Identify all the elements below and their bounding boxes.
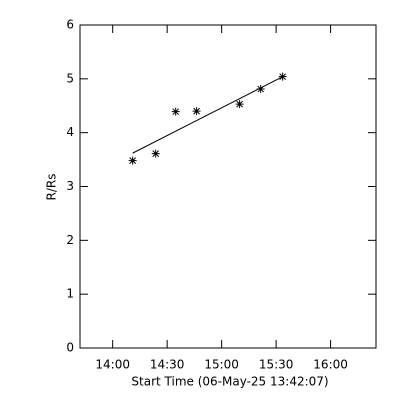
- x-tick-label: 14:30: [150, 358, 185, 372]
- asterisk-point: [192, 107, 201, 116]
- y-tick-label: 6: [66, 18, 74, 32]
- asterisk-point: [151, 149, 160, 158]
- y-tick-label: 1: [66, 287, 74, 301]
- asterisk-point: [171, 107, 180, 116]
- x-axis-label: Start Time (06-May-25 13:42:07): [131, 375, 328, 389]
- plot-frame: [79, 24, 377, 349]
- asterisk-point: [128, 156, 137, 165]
- x-tick-label: 14:00: [95, 358, 130, 372]
- asterisk-point: [235, 100, 244, 109]
- y-tick-label: 3: [66, 179, 74, 193]
- y-tick-label: 0: [66, 341, 74, 355]
- y-tick-label: 5: [66, 71, 74, 85]
- y-axis-label: R/Rs: [45, 174, 59, 201]
- x-tick-label: 15:30: [259, 358, 294, 372]
- x-tick-label: 15:00: [204, 358, 239, 372]
- y-tick-label: 2: [66, 233, 74, 247]
- y-tick-label: 4: [66, 125, 74, 139]
- x-tick-label: 16:00: [313, 358, 348, 372]
- asterisk-point: [256, 85, 265, 94]
- fit-line: [132, 76, 283, 154]
